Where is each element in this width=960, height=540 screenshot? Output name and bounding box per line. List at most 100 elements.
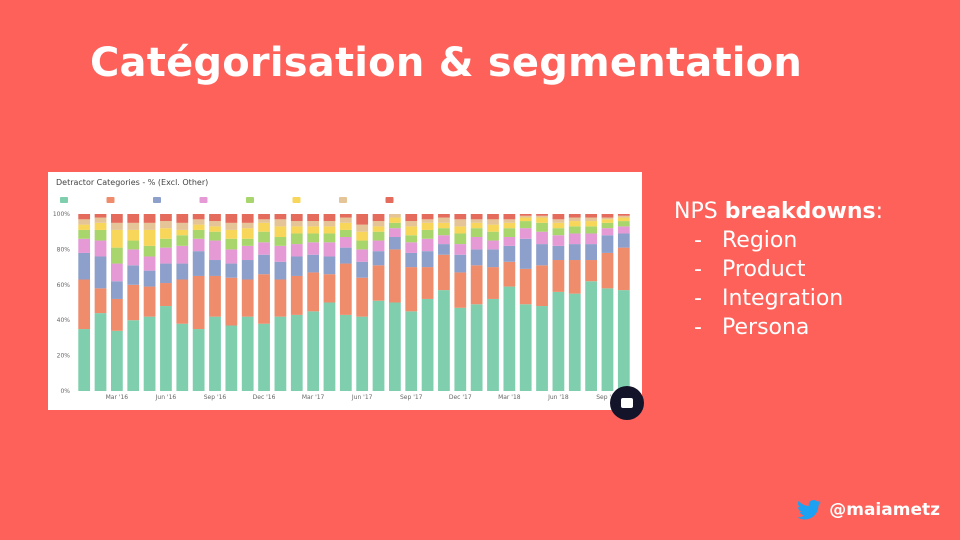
bar-segment[interactable] (160, 306, 172, 391)
bar-segment[interactable] (307, 221, 319, 227)
legend-swatch[interactable] (339, 197, 347, 203)
bar-segment[interactable] (568, 244, 581, 261)
bar-segment[interactable] (307, 242, 319, 255)
bar-segment[interactable] (617, 290, 630, 391)
bar-segment[interactable] (225, 325, 238, 391)
bar-segment[interactable] (405, 235, 418, 243)
bar-segment[interactable] (111, 298, 123, 331)
legend-swatch[interactable] (153, 197, 161, 203)
bar-segment[interactable] (356, 249, 369, 262)
bar-segment[interactable] (617, 247, 630, 291)
bar-segment[interactable] (241, 260, 254, 280)
bar-segment[interactable] (225, 214, 238, 223)
bar-segment[interactable] (405, 242, 418, 253)
bar-segment[interactable] (405, 221, 418, 227)
bar-segment[interactable] (127, 214, 140, 223)
bar-segment[interactable] (487, 214, 499, 220)
bar-segment[interactable] (225, 229, 238, 239)
bar-segment[interactable] (487, 231, 499, 241)
bar-segment[interactable] (503, 245, 516, 262)
bar-segment[interactable] (356, 231, 369, 241)
bar-segment[interactable] (192, 251, 205, 276)
bar-segment[interactable] (78, 214, 91, 220)
bar-segment[interactable] (487, 249, 499, 268)
bar-segment[interactable] (94, 222, 107, 230)
bar-segment[interactable] (438, 244, 450, 255)
bar-segment[interactable] (143, 245, 156, 257)
bar-segment[interactable] (372, 300, 385, 391)
twitter-handle[interactable]: @maiametz (829, 500, 940, 520)
bar-segment[interactable] (241, 279, 254, 317)
bar-segment[interactable] (176, 323, 189, 391)
bar-segment[interactable] (356, 224, 369, 232)
bar-segment[interactable] (94, 313, 107, 391)
bar-segment[interactable] (487, 240, 499, 250)
bar-segment[interactable] (585, 221, 597, 227)
bar-segment[interactable] (568, 217, 581, 222)
bar-segment[interactable] (372, 214, 385, 222)
bar-segment[interactable] (209, 260, 221, 276)
bar-segment[interactable] (487, 219, 499, 225)
bar-segment[interactable] (519, 238, 532, 269)
bar-segment[interactable] (339, 214, 352, 218)
bar-segment[interactable] (470, 304, 483, 391)
bar-segment[interactable] (536, 215, 548, 218)
bar-segment[interactable] (225, 249, 238, 264)
bar-segment[interactable] (617, 226, 630, 234)
bar-segment[interactable] (372, 265, 385, 301)
bar-segment[interactable] (389, 217, 401, 223)
bar-segment[interactable] (307, 254, 319, 273)
bar-segment[interactable] (617, 217, 630, 222)
bar-segment[interactable] (568, 226, 581, 234)
bar-segment[interactable] (568, 233, 581, 245)
bar-segment[interactable] (258, 231, 270, 243)
bar-segment[interactable] (111, 229, 123, 248)
bar-segment[interactable] (454, 307, 467, 391)
bar-segment[interactable] (209, 221, 221, 227)
bar-segment[interactable] (421, 229, 434, 239)
legend-swatch[interactable] (385, 197, 394, 203)
bar-segment[interactable] (601, 235, 614, 253)
bar-segment[interactable] (372, 240, 385, 252)
bar-segment[interactable] (258, 222, 270, 232)
bar-segment[interactable] (372, 221, 385, 227)
bar-segment[interactable] (389, 214, 401, 218)
bar-segment[interactable] (307, 311, 319, 391)
bar-segment[interactable] (568, 293, 581, 391)
bar-segment[interactable] (487, 267, 499, 299)
bar-segment[interactable] (160, 283, 172, 307)
bar-segment[interactable] (225, 238, 238, 250)
bar-segment[interactable] (601, 214, 614, 218)
bar-segment[interactable] (503, 261, 516, 287)
bar-segment[interactable] (241, 228, 254, 239)
bar-segment[interactable] (405, 214, 418, 222)
bar-segment[interactable] (192, 224, 205, 230)
bar-segment[interactable] (617, 221, 630, 227)
bar-segment[interactable] (339, 229, 352, 238)
bar-segment[interactable] (192, 329, 205, 391)
bar-segment[interactable] (552, 228, 565, 236)
bar-segment[interactable] (470, 228, 483, 238)
bar-segment[interactable] (389, 228, 401, 238)
bar-segment[interactable] (568, 214, 581, 218)
bar-segment[interactable] (503, 228, 516, 238)
bar-segment[interactable] (470, 237, 483, 250)
bar-segment[interactable] (176, 235, 189, 246)
bar-segment[interactable] (323, 256, 336, 275)
bar-segment[interactable] (160, 247, 172, 264)
bar-segment[interactable] (356, 261, 369, 278)
bar-segment[interactable] (209, 240, 221, 261)
bar-segment[interactable] (421, 214, 434, 220)
bar-segment[interactable] (536, 222, 548, 232)
bar-segment[interactable] (225, 277, 238, 326)
bar-segment[interactable] (143, 222, 156, 230)
bar-segment[interactable] (438, 290, 450, 391)
bar-segment[interactable] (111, 247, 123, 264)
bar-segment[interactable] (454, 244, 467, 255)
bar-segment[interactable] (143, 270, 156, 287)
bar-segment[interactable] (519, 217, 532, 222)
bar-segment[interactable] (258, 254, 270, 275)
bar-segment[interactable] (519, 221, 532, 229)
bar-segment[interactable] (209, 275, 221, 317)
bar-segment[interactable] (454, 226, 467, 234)
